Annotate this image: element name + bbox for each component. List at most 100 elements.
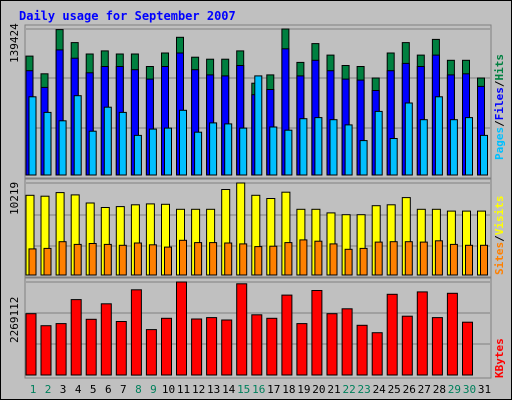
- pages-bar-day-12: [194, 131, 203, 176]
- sites-bar-day-13: [209, 242, 218, 276]
- x-tick-label-day-23: 23: [357, 383, 370, 396]
- kbytes-bar-day-22: [341, 308, 353, 376]
- kbytes-bar-day-2: [40, 325, 52, 376]
- x-tick-label-day-9: 9: [150, 383, 157, 396]
- pages-bar-day-23: [359, 140, 368, 176]
- sites-bar-day-30: [465, 244, 473, 276]
- sites-bar-day-26: [404, 241, 413, 276]
- pages-bar-day-7: [118, 111, 127, 176]
- legend-visits-sites: Sites/Visits: [493, 196, 506, 276]
- sites-bar-day-15: [239, 243, 248, 276]
- sites-bar-day-12: [194, 242, 203, 276]
- pages-bar-day-14: [224, 123, 233, 176]
- sites-bar-day-6: [103, 243, 112, 276]
- x-tick-label-day-12: 12: [192, 383, 205, 396]
- kbytes-bar-day-15: [236, 283, 248, 376]
- pages-bar-day-11: [179, 109, 187, 176]
- sites-bar-day-14: [224, 242, 233, 276]
- pages-bar-day-20: [314, 117, 323, 176]
- sites-bar-day-10: [164, 246, 172, 276]
- sites-bar-day-2: [43, 247, 52, 276]
- kbytes-bar-day-20: [311, 290, 323, 376]
- x-tick-label-day-29: 29: [448, 383, 461, 396]
- sites-bar-day-31: [480, 244, 488, 276]
- x-tick-label-day-1: 1: [30, 383, 37, 396]
- pages-bar-day-24: [374, 110, 383, 176]
- kbytes-bar-day-4: [70, 299, 82, 376]
- pages-bar-day-19: [299, 118, 308, 176]
- legend-pages: Pages: [493, 127, 506, 160]
- kbytes-bar-day-16: [251, 314, 263, 376]
- x-tick-label-day-25: 25: [388, 383, 401, 396]
- sites-bar-day-9: [148, 244, 157, 276]
- kbytes-bar-day-23: [356, 324, 368, 376]
- x-tick-label-day-8: 8: [135, 383, 142, 396]
- pages-bar-day-3: [58, 120, 67, 176]
- sites-bar-day-11: [179, 239, 187, 276]
- pages-bar-day-9: [148, 128, 157, 176]
- ymax-label-hits: 139424: [8, 23, 21, 63]
- x-tick-label-day-11: 11: [177, 383, 190, 396]
- sites-bar-day-19: [299, 239, 308, 276]
- x-tick-label-day-19: 19: [297, 383, 310, 396]
- pages-bar-day-27: [419, 119, 428, 176]
- x-tick-label-day-7: 7: [120, 383, 127, 396]
- kbytes-bar-day-21: [326, 313, 338, 376]
- x-tick-label-day-30: 30: [463, 383, 476, 396]
- x-tick-label-day-24: 24: [373, 383, 387, 396]
- legend-separator-3: /: [493, 235, 506, 242]
- sites-bar-day-27: [419, 241, 428, 276]
- x-tick-label-day-20: 20: [312, 383, 325, 396]
- kbytes-bar-day-8: [130, 289, 142, 376]
- panel-visits-sites: [24, 178, 492, 278]
- pages-bar-day-8: [133, 134, 142, 176]
- sites-bar-day-7: [118, 244, 127, 276]
- sites-bar-day-18: [284, 242, 293, 276]
- x-tick-label-day-22: 22: [342, 383, 355, 396]
- x-tick-label-day-4: 4: [75, 383, 82, 396]
- pages-bar-day-17: [269, 126, 278, 176]
- ymax-label-kbytes: 2269112: [8, 297, 21, 343]
- kbytes-bar-day-19: [296, 323, 308, 376]
- legend-separator-2: /: [493, 80, 506, 87]
- kbytes-bar-day-17: [266, 317, 278, 376]
- sites-bar-day-29: [449, 243, 458, 276]
- x-tick-label-day-28: 28: [433, 383, 446, 396]
- kbytes-bar-day-3: [55, 323, 67, 376]
- x-tick-label-day-3: 3: [60, 383, 67, 396]
- kbytes-bar-day-7: [115, 321, 127, 376]
- kbytes-bar-day-30: [462, 321, 473, 376]
- sites-bar-day-8: [133, 242, 142, 276]
- pages-bar-day-29: [449, 119, 458, 176]
- sites-bar-day-20: [314, 240, 323, 276]
- ymax-label-visits: 10219: [8, 182, 21, 215]
- kbytes-bar-day-26: [401, 315, 413, 376]
- pages-bar-day-25: [389, 138, 398, 176]
- x-tick-label-day-6: 6: [105, 383, 112, 396]
- sites-bar-day-22: [344, 248, 353, 276]
- pages-bar-day-22: [344, 124, 353, 176]
- pages-bar-day-10: [164, 127, 172, 176]
- x-tick-label-day-31: 31: [478, 383, 491, 396]
- pages-bar-day-18: [284, 129, 293, 176]
- legend-sites: Sites: [493, 242, 506, 275]
- sites-bar-day-24: [374, 241, 383, 276]
- kbytes-bar-day-9: [145, 329, 157, 376]
- kbytes-bar-day-12: [191, 318, 203, 376]
- kbytes-bar-day-6: [100, 303, 112, 376]
- pages-bar-day-4: [73, 95, 82, 176]
- legend-files: Files: [493, 87, 506, 120]
- sites-bar-day-4: [73, 243, 82, 276]
- pages-bar-day-16: [254, 75, 263, 176]
- kbytes-bar-day-11: [176, 281, 187, 376]
- sites-bar-day-5: [88, 243, 97, 276]
- kbytes-bar-day-27: [416, 291, 428, 376]
- sites-bar-day-3: [58, 241, 67, 276]
- pages-bar-day-28: [434, 96, 443, 176]
- x-tick-label-day-26: 26: [403, 383, 416, 396]
- pages-bar-day-15: [239, 127, 248, 176]
- legend-kbytes: KBytes: [493, 338, 506, 378]
- x-tick-label-day-5: 5: [90, 383, 97, 396]
- x-tick-label-day-17: 17: [267, 383, 280, 396]
